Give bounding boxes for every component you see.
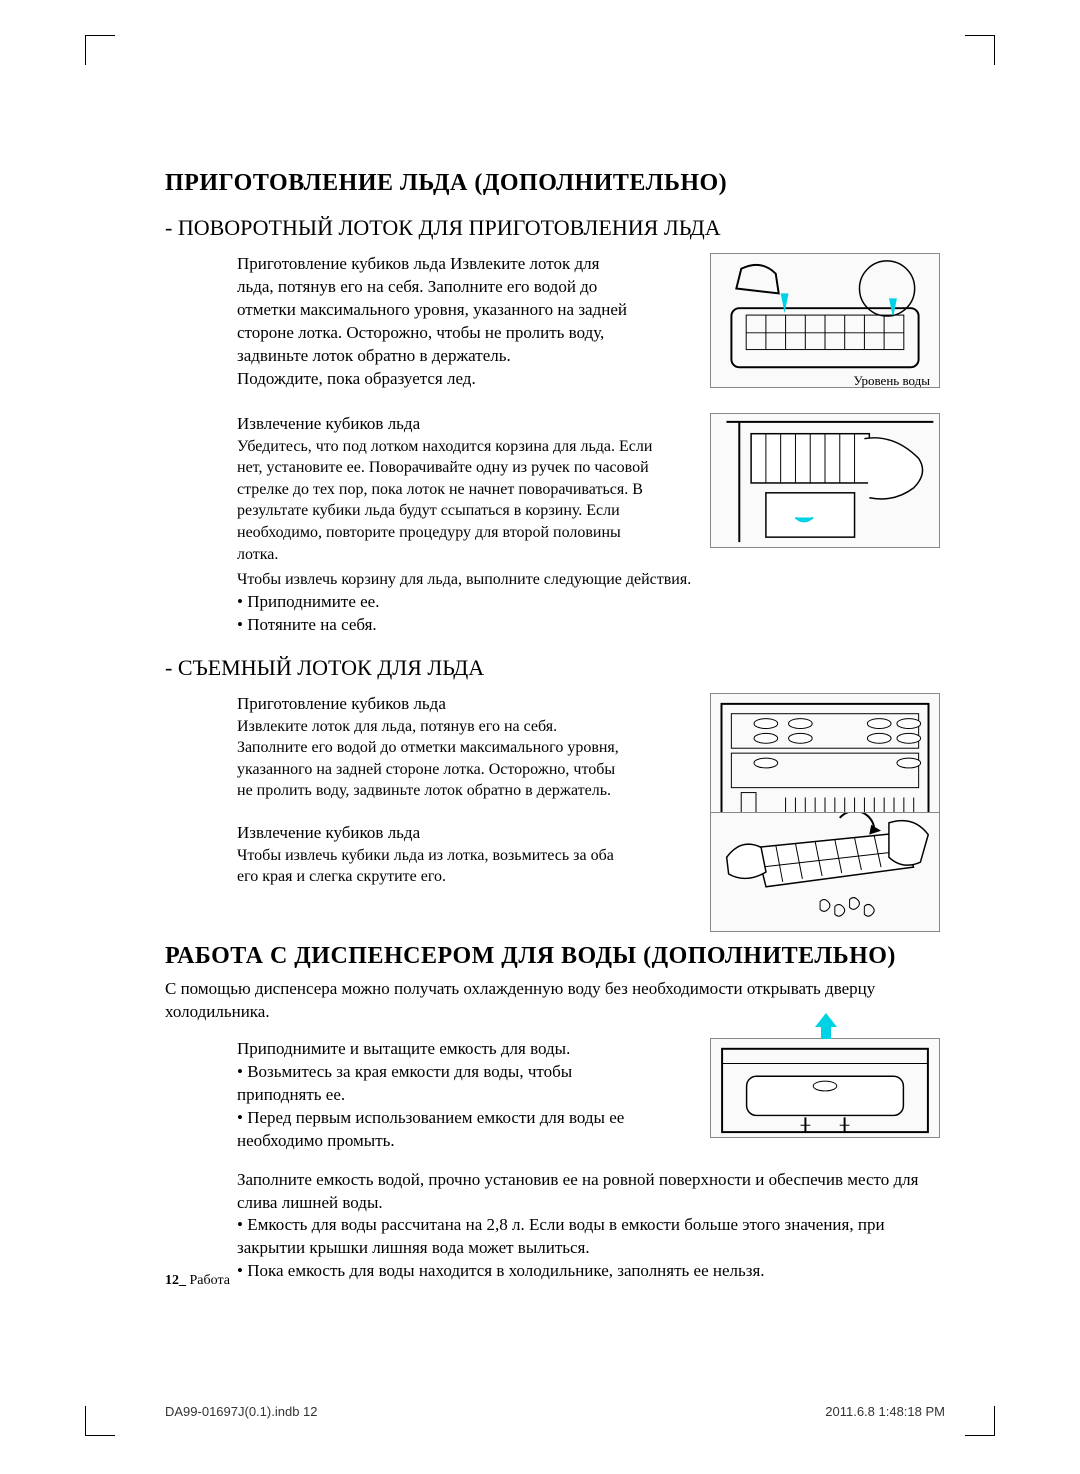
- page-number: 12_: [165, 1273, 186, 1288]
- sec1-para3: Чтобы извлечь корзину для льда, выполнит…: [237, 569, 940, 591]
- page-footer: 12_ Работа: [165, 1273, 230, 1289]
- figure-twist-tray-cubes: [710, 812, 940, 932]
- print-timestamp: 2011.6.8 1:48:18 PM: [825, 1404, 945, 1419]
- sec2-sub2: Извлечение кубиков льда: [237, 822, 625, 845]
- sec3-bullets1: Возьмитесь за края емкости для воды, что…: [237, 1061, 655, 1153]
- list-item: Перед первым использованием емкости для …: [237, 1107, 655, 1153]
- sec1-sub2: Извлечение кубиков льда: [237, 413, 655, 436]
- page-section: Работа: [190, 1273, 230, 1288]
- figure-twist-handle: [710, 413, 940, 548]
- crop-mark: [85, 35, 115, 65]
- list-item: Потяните на себя.: [237, 614, 940, 637]
- crop-mark: [85, 1406, 115, 1436]
- crop-mark: [965, 35, 995, 65]
- list-item: Приподнимите ее.: [237, 591, 940, 614]
- figure-fill-tray: [710, 253, 940, 388]
- subheading-removable-tray: - СЪЕМНЫЙ ЛОТОК ДЛЯ ЛЬДА: [165, 655, 940, 681]
- fig1-label: Уровень воды: [853, 373, 930, 389]
- sec1-para2: Убедитесь, что под лотком находится корз…: [237, 436, 655, 566]
- heading-water-dispenser: РАБОТА С ДИСПЕНСЕРОМ ДЛЯ ВОДЫ (ДОПОЛНИТЕ…: [165, 943, 940, 970]
- sec1-para1b: Подождите, пока образуется лед.: [237, 368, 635, 391]
- sec2-sub1: Приготовление кубиков льда: [237, 693, 625, 716]
- sec1-para1: Приготовление кубиков льда Извлеките лот…: [237, 253, 635, 368]
- subheading-twist-tray: - ПОВОРОТНЫЙ ЛОТОК ДЛЯ ПРИГОТОВЛЕНИЯ ЛЬД…: [165, 215, 940, 241]
- print-job-id: DA99-01697J(0.1).indb 12: [165, 1404, 318, 1419]
- sec3-bullets2: Емкость для воды рассчитана на 2,8 л. Ес…: [237, 1214, 940, 1283]
- up-arrow-icon: [811, 1011, 841, 1041]
- list-item: Пока емкость для воды находится в холоди…: [237, 1260, 940, 1283]
- sec2-para2: Чтобы извлечь кубики льда из лотка, возь…: [237, 845, 625, 888]
- sec3-sub1: Приподнимите и вытащите емкость для воды…: [237, 1038, 655, 1061]
- list-item: Емкость для воды рассчитана на 2,8 л. Ес…: [237, 1214, 940, 1260]
- crop-mark: [965, 1406, 995, 1436]
- list-item: Возьмитесь за края емкости для воды, что…: [237, 1061, 655, 1107]
- figure-water-tank: [710, 1038, 940, 1138]
- sec2-para1: Извлеките лоток для льда, потянув его на…: [237, 716, 625, 802]
- sec1-bullets: Приподнимите ее. Потяните на себя.: [237, 591, 940, 637]
- heading-ice-making: ПРИГОТОВЛЕНИЕ ЛЬДА (ДОПОЛНИТЕЛЬНО): [165, 170, 940, 197]
- sec3-sub2: Заполните емкость водой, прочно установи…: [237, 1169, 940, 1215]
